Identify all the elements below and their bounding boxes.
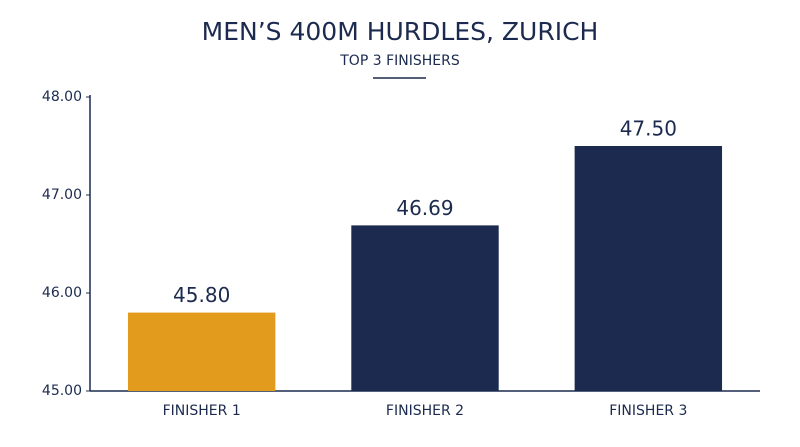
bar [127, 312, 276, 391]
y-tick-label: 47.00 [42, 187, 82, 203]
chart-title: MEN’S 400M HURDLES, ZURICH [202, 17, 599, 46]
value-label: 46.69 [396, 196, 453, 220]
bar [574, 146, 723, 391]
value-label: 47.50 [620, 117, 677, 141]
y-tick-label: 46.00 [42, 285, 82, 301]
y-tick-label: 48.00 [42, 89, 82, 105]
x-tick-label: FINISHER 3 [609, 403, 687, 419]
x-tick-label: FINISHER 2 [386, 403, 464, 419]
bar [351, 225, 499, 391]
y-tick-label: 45.00 [42, 383, 82, 399]
chart-subtitle: TOP 3 FINISHERS [339, 53, 460, 69]
value-label: 45.80 [173, 283, 230, 307]
x-tick-label: FINISHER 1 [163, 403, 241, 419]
